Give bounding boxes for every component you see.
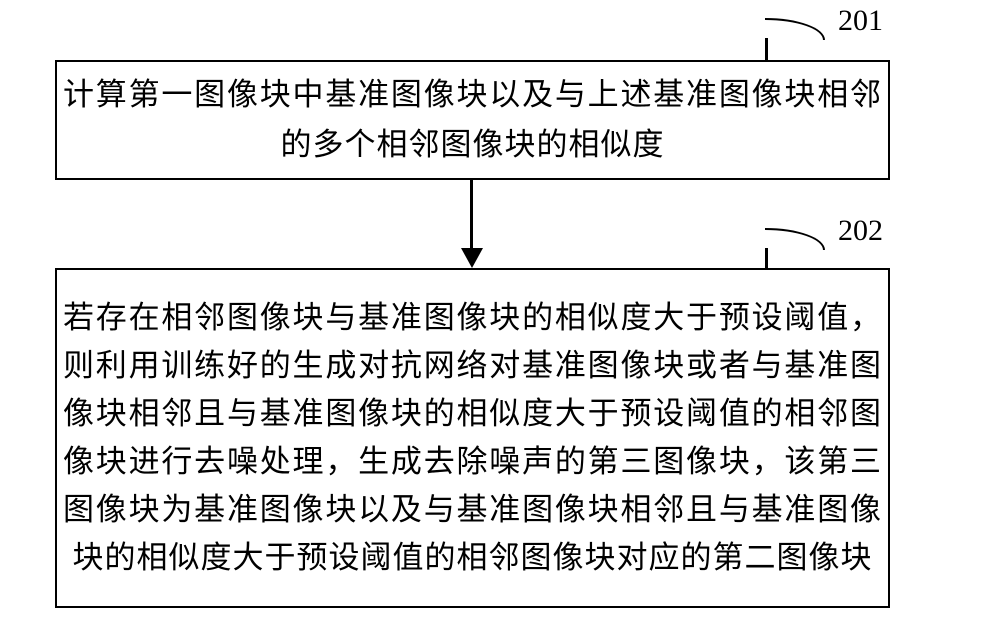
callout-201-label: 201: [838, 4, 883, 38]
arrow-head-icon: [461, 248, 483, 268]
step-201-text: 计算第一图像块中基准图像块以及与上述基准图像块相邻的多个相邻图像块的相似度: [57, 70, 888, 169]
callout-201-line: [765, 38, 768, 60]
callout-201-curve: [765, 18, 825, 40]
flowchart-canvas: 计算第一图像块中基准图像块以及与上述基准图像块相邻的多个相邻图像块的相似度 20…: [0, 0, 1000, 623]
step-202-text: 若存在相邻图像块与基准图像块的相似度大于预设阈值，则利用训练好的生成对抗网络对基…: [57, 294, 888, 582]
callout-202-line: [765, 248, 768, 268]
step-202-box: 若存在相邻图像块与基准图像块的相似度大于预设阈值，则利用训练好的生成对抗网络对基…: [55, 268, 890, 608]
callout-202-label: 202: [838, 214, 883, 248]
step-201-box: 计算第一图像块中基准图像块以及与上述基准图像块相邻的多个相邻图像块的相似度: [55, 60, 890, 180]
arrow-shaft: [470, 180, 473, 248]
callout-202-curve: [765, 228, 825, 250]
